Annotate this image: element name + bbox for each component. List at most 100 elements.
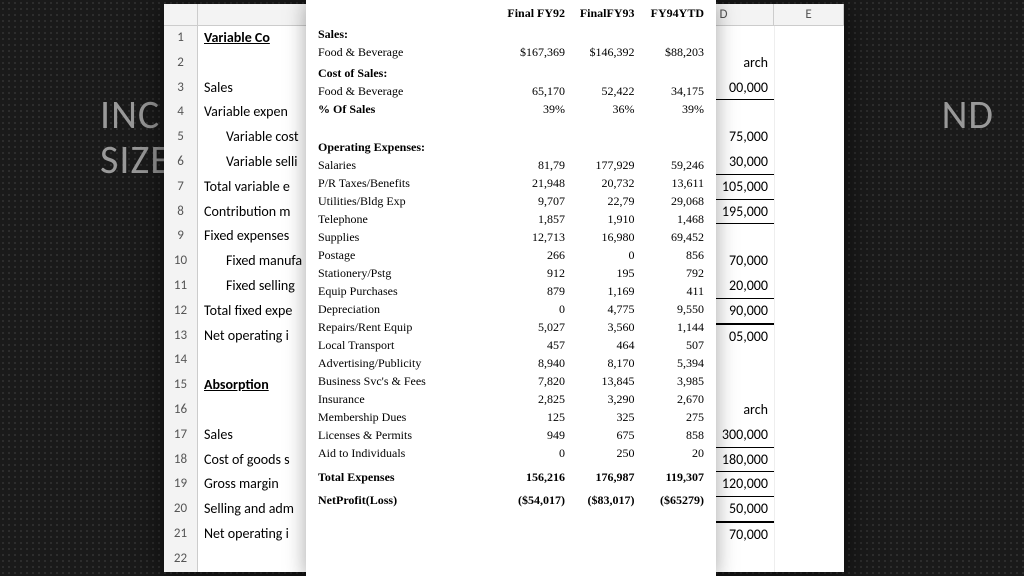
stmt-label: Business Svc's & Fees	[318, 372, 496, 390]
col-e[interactable]: E	[774, 4, 844, 25]
stmt-value: 39%	[496, 100, 565, 118]
row-number[interactable]: 16	[164, 398, 198, 423]
row-number[interactable]: 22	[164, 547, 198, 572]
stmt-value: Final FY92	[496, 4, 565, 22]
row-number[interactable]: 15	[164, 373, 198, 398]
stmt-value: 13,611	[635, 174, 705, 192]
cell-e[interactable]	[774, 26, 844, 51]
row-number[interactable]: 19	[164, 472, 198, 497]
stmt-value: 8,940	[496, 354, 565, 372]
stmt-value: 81,79	[496, 156, 565, 174]
stmt-value: 675	[565, 426, 634, 444]
stmt-value: $88,203	[635, 43, 705, 61]
stmt-value	[565, 25, 634, 43]
stmt-value: 5,394	[635, 354, 705, 372]
stmt-label: Food & Beverage	[318, 82, 496, 100]
stmt-value: 879	[496, 282, 565, 300]
stmt-value: 411	[635, 282, 705, 300]
cell-e[interactable]	[774, 274, 844, 299]
cell-e[interactable]	[774, 497, 844, 522]
stmt-label: Postage	[318, 246, 496, 264]
cell-e[interactable]	[774, 224, 844, 249]
stmt-value: 20	[635, 444, 705, 462]
stmt-label: Telephone	[318, 210, 496, 228]
cell-e[interactable]	[774, 200, 844, 225]
stmt-value: 2,670	[635, 390, 705, 408]
stmt-label: Local Transport	[318, 336, 496, 354]
row-number[interactable]: 8	[164, 200, 198, 225]
row-number[interactable]: 9	[164, 224, 198, 249]
stmt-value: 7,820	[496, 372, 565, 390]
stmt-value: ($54,017)	[496, 487, 565, 510]
stmt-label: Insurance	[318, 390, 496, 408]
row-number[interactable]: 4	[164, 100, 198, 125]
stmt-value: 858	[635, 426, 705, 444]
stmt-value: FinalFY93	[565, 4, 634, 22]
cell-e[interactable]	[774, 125, 844, 150]
row-number[interactable]: 3	[164, 76, 198, 101]
cell-e[interactable]	[774, 249, 844, 274]
row-number[interactable]: 7	[164, 175, 198, 200]
select-all-corner[interactable]	[164, 4, 198, 25]
row-number[interactable]: 5	[164, 125, 198, 150]
row-number[interactable]: 10	[164, 249, 198, 274]
cell-e[interactable]	[774, 373, 844, 398]
stmt-value: 9,707	[496, 192, 565, 210]
stmt-value	[565, 138, 634, 156]
stmt-label: Salaries	[318, 156, 496, 174]
stmt-label: Advertising/Publicity	[318, 354, 496, 372]
stmt-value: FY94YTD	[635, 4, 705, 22]
row-number[interactable]: 18	[164, 448, 198, 473]
cell-e[interactable]	[774, 448, 844, 473]
cell-e[interactable]	[774, 175, 844, 200]
row-number[interactable]: 17	[164, 423, 198, 448]
row-number[interactable]: 13	[164, 324, 198, 349]
stmt-value	[565, 64, 634, 82]
stmt-label	[318, 4, 496, 22]
row-number[interactable]: 20	[164, 497, 198, 522]
stmt-label: Utilities/Bldg Exp	[318, 192, 496, 210]
stmt-label: Food & Beverage	[318, 43, 496, 61]
stmt-label: Cost of Sales:	[318, 64, 496, 82]
stmt-value	[496, 64, 565, 82]
cell-e[interactable]	[774, 150, 844, 175]
row-number[interactable]: 12	[164, 299, 198, 324]
stmt-value: 325	[565, 408, 634, 426]
cell-e[interactable]	[774, 547, 844, 572]
row-number[interactable]: 21	[164, 522, 198, 547]
cell-e[interactable]	[774, 522, 844, 547]
stmt-value: 20,732	[565, 174, 634, 192]
stmt-value: 59,246	[635, 156, 705, 174]
stmt-value: 275	[635, 408, 705, 426]
row-number[interactable]: 6	[164, 150, 198, 175]
stmt-value: 3,985	[635, 372, 705, 390]
stmt-value: 1,468	[635, 210, 705, 228]
cell-e[interactable]	[774, 348, 844, 373]
stmt-value: 8,170	[565, 354, 634, 372]
stmt-label: P/R Taxes/Benefits	[318, 174, 496, 192]
stmt-value: 156,216	[496, 462, 565, 487]
stmt-value	[496, 25, 565, 43]
cell-e[interactable]	[774, 299, 844, 324]
cell-e[interactable]	[774, 472, 844, 497]
cell-e[interactable]	[774, 398, 844, 423]
stmt-value: 22,79	[565, 192, 634, 210]
row-number[interactable]: 1	[164, 26, 198, 51]
cell-e[interactable]	[774, 76, 844, 101]
cell-e[interactable]	[774, 51, 844, 76]
stmt-value: 39%	[635, 100, 705, 118]
stmt-value: 464	[565, 336, 634, 354]
row-number[interactable]: 2	[164, 51, 198, 76]
cell-e[interactable]	[774, 324, 844, 349]
stmt-value: 912	[496, 264, 565, 282]
financial-statement: Final FY92FinalFY93FY94YTDSales:Food & B…	[306, 0, 716, 576]
stmt-value: 1,169	[565, 282, 634, 300]
cell-e[interactable]	[774, 100, 844, 125]
stmt-value	[496, 138, 565, 156]
stmt-label: % Of Sales	[318, 100, 496, 118]
stmt-value: 65,170	[496, 82, 565, 100]
row-number[interactable]: 14	[164, 348, 198, 373]
row-number[interactable]: 11	[164, 274, 198, 299]
stmt-value: 1,910	[565, 210, 634, 228]
cell-e[interactable]	[774, 423, 844, 448]
